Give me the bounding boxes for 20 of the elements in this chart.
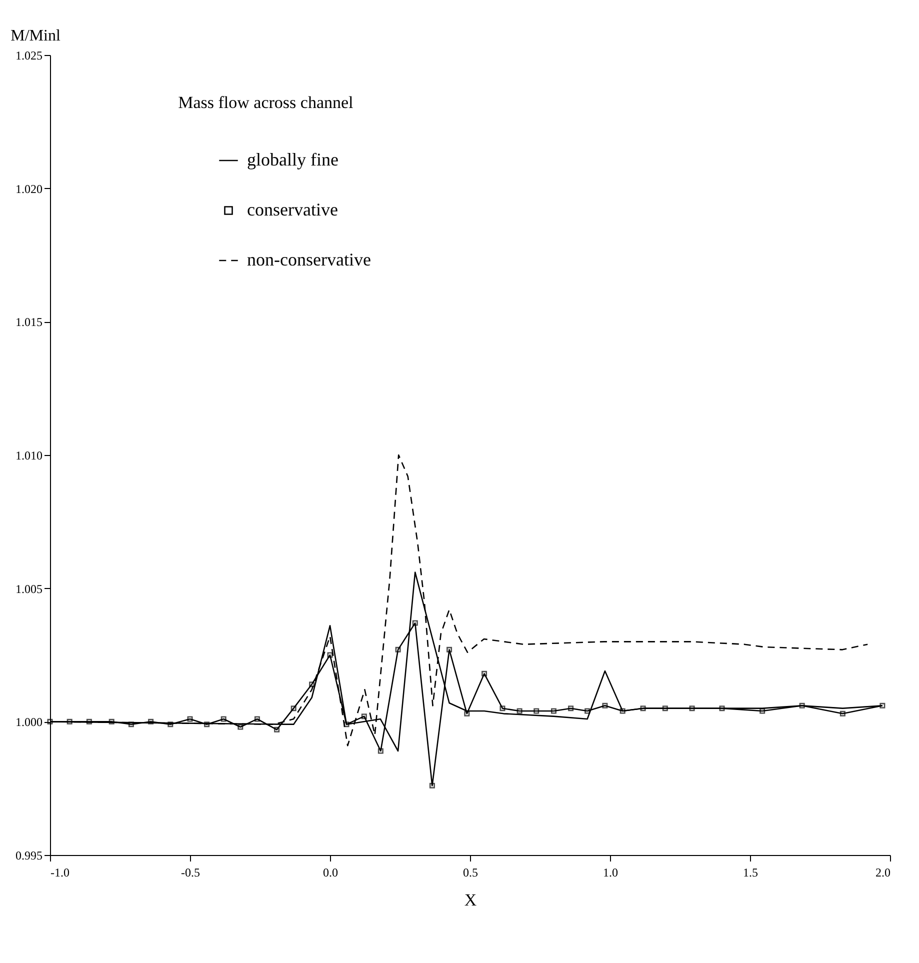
x-axis-title: X	[464, 890, 477, 910]
x-tick-label: 2.0	[876, 866, 890, 880]
x-tick-label: 0.0	[323, 866, 338, 880]
x-tick-label: 0.5	[463, 866, 478, 880]
y-tick-label: 1.025	[16, 48, 42, 62]
y-tick-label: 1.000	[16, 715, 42, 730]
legend-label: conservative	[247, 200, 338, 220]
text: Mass flow across channel	[178, 93, 354, 112]
legend-label: non-conservative	[247, 250, 371, 270]
y-tick-label: 0.995	[16, 848, 42, 862]
y-tick-label: 1.010	[16, 448, 42, 462]
x-tick-label: -0.5	[181, 866, 200, 880]
y-tick-label: 1.005	[16, 582, 42, 596]
y-tick-label: 1.015	[16, 315, 42, 330]
y-axis-title: M/Minl	[10, 28, 61, 44]
x-tick-label: -1.0	[50, 866, 70, 880]
x-tick-label: 1.5	[743, 866, 758, 880]
x-tick-label: 1.0	[603, 866, 618, 880]
legend-label: globally fine	[247, 150, 338, 170]
y-tick-label: 1.020	[16, 182, 42, 196]
